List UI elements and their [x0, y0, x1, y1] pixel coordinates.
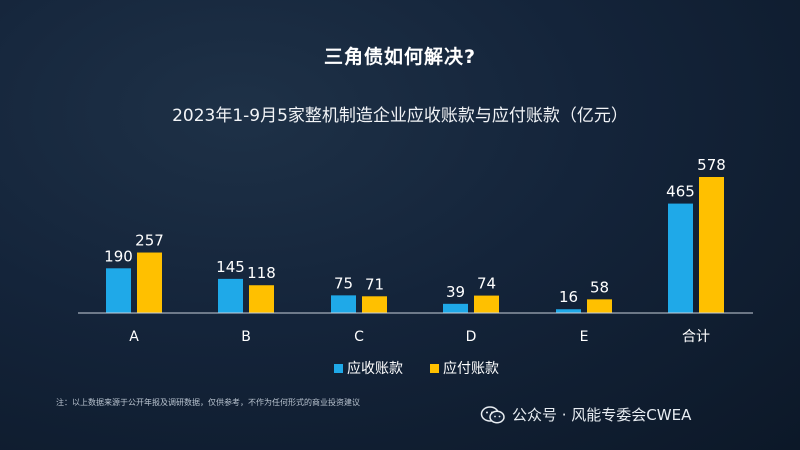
x-tick-label-2: C [354, 329, 364, 345]
x-tick-label-3: D [466, 329, 477, 345]
watermark: 公众号 · 风能专委会CWEA [480, 404, 691, 425]
data-label-payable-0: 257 [135, 232, 164, 250]
bar-receivable-1 [218, 278, 243, 313]
data-label-payable-1: 118 [247, 264, 276, 282]
bar-payable-3 [474, 295, 499, 313]
x-tick-label-1: B [241, 329, 251, 345]
legend-swatch-receivable [334, 364, 343, 373]
bar-payable-5 [699, 176, 724, 313]
x-tick-label-4: E [580, 329, 589, 345]
data-label-payable-4: 58 [590, 278, 609, 296]
x-tick-label-5: 合计 [682, 329, 710, 345]
bar-payable-4 [587, 299, 612, 313]
data-label-payable-2: 71 [365, 275, 384, 293]
bar-receivable-3 [443, 303, 468, 313]
data-label-receivable-4: 16 [559, 288, 578, 306]
data-label-receivable-0: 190 [104, 247, 133, 265]
legend-label-receivable: 应收账款 [347, 360, 403, 377]
data-label-payable-3: 74 [477, 275, 496, 293]
bar-receivable-0 [106, 268, 131, 313]
data-label-receivable-5: 465 [666, 183, 695, 201]
bar-receivable-5 [668, 203, 693, 313]
slide-title: 三角债如何解决? [323, 46, 477, 68]
wechat-icon [480, 405, 505, 424]
data-label-receivable-1: 145 [216, 258, 245, 276]
legend-swatch-payable [430, 364, 439, 373]
chart-title: 2023年1-9月5家整机制造企业应收账款与应付账款（亿元） [172, 106, 628, 126]
x-tick-label-0: A [129, 329, 139, 345]
legend-label-payable: 应付账款 [443, 360, 499, 377]
data-label-payable-5: 578 [697, 156, 726, 174]
bar-receivable-4 [556, 309, 581, 313]
bar-payable-0 [137, 252, 162, 313]
watermark-text: 公众号 · 风能专委会CWEA [512, 406, 692, 424]
data-label-receivable-2: 75 [334, 274, 353, 292]
bar-payable-1 [249, 285, 274, 313]
data-label-receivable-3: 39 [446, 283, 465, 301]
bar-payable-2 [362, 296, 387, 313]
footnote: 注：以上数据来源于公开年报及调研数据，仅供参考，不作为任何形式的商业投资建议 [56, 398, 360, 407]
bar-receivable-2 [331, 295, 356, 313]
